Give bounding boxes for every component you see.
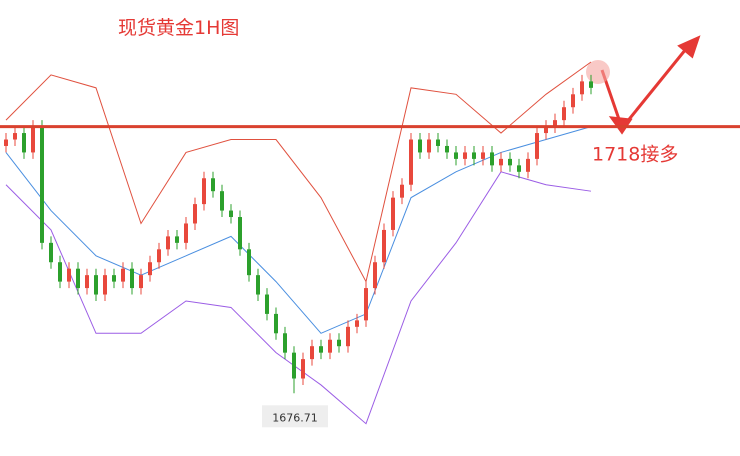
candle-body xyxy=(184,223,188,243)
candle-body xyxy=(364,288,368,321)
candle-body xyxy=(571,94,575,108)
candle-body xyxy=(355,320,359,327)
candle-body xyxy=(229,210,233,218)
chart-title: 现货黄金1H图 xyxy=(118,17,239,39)
candle-body xyxy=(103,275,107,295)
candle-body xyxy=(139,275,143,289)
arrow-head xyxy=(608,116,633,135)
candle-body xyxy=(31,126,35,153)
candle-body xyxy=(76,268,80,289)
candle-body xyxy=(481,152,485,159)
low-label-bg xyxy=(262,405,328,428)
candle-body xyxy=(22,133,26,153)
band-line xyxy=(5,126,592,334)
candle-body xyxy=(463,152,467,159)
candle-body xyxy=(472,152,476,159)
candle-body xyxy=(112,275,116,282)
candle-body xyxy=(328,339,332,353)
candle-body xyxy=(589,81,593,88)
candle-body xyxy=(391,197,395,230)
candle-body xyxy=(301,359,305,379)
candle-body xyxy=(580,81,584,95)
candle-body xyxy=(211,178,215,192)
candle-body xyxy=(85,275,89,289)
candle-body xyxy=(166,236,170,250)
candle-body xyxy=(193,204,197,224)
candle-body xyxy=(157,249,161,263)
candle-body xyxy=(346,326,350,347)
candle-body xyxy=(40,126,44,243)
annotation: 1718接多 xyxy=(592,144,678,166)
candle-body xyxy=(454,152,458,159)
candle-body xyxy=(283,333,287,353)
arrow-head xyxy=(677,35,701,59)
highlight xyxy=(586,60,610,84)
candle-body xyxy=(175,236,179,243)
candle-body xyxy=(418,139,422,153)
candle-body xyxy=(67,268,71,282)
candle-body xyxy=(265,294,269,314)
annotation-arrow xyxy=(600,35,701,135)
candle-body xyxy=(238,217,242,250)
candle-body xyxy=(274,313,278,334)
candle-body xyxy=(94,275,98,295)
candle-body xyxy=(499,158,503,166)
candle-body xyxy=(544,126,548,134)
candle-body xyxy=(4,139,8,146)
band-line xyxy=(5,61,592,284)
candle-body xyxy=(445,145,449,153)
candle-body xyxy=(49,242,53,263)
low-label: 1676.71 xyxy=(272,411,318,424)
candle-body xyxy=(382,229,386,263)
candle-body xyxy=(490,152,494,166)
candle-body xyxy=(58,262,62,282)
candle-body xyxy=(526,158,530,172)
candle-body xyxy=(220,191,224,211)
candle-body xyxy=(256,275,260,295)
candle-body xyxy=(121,268,125,282)
candle-body xyxy=(400,184,404,198)
candle-body xyxy=(337,339,341,347)
band-line xyxy=(5,171,592,425)
candle-body xyxy=(247,249,251,276)
candle-body xyxy=(292,352,296,379)
candle-body xyxy=(310,346,314,360)
candle-body xyxy=(130,268,134,289)
candle-body xyxy=(535,133,539,159)
candle-body xyxy=(373,262,377,289)
candle-body xyxy=(427,139,431,153)
candle-body xyxy=(409,139,413,185)
candle-body xyxy=(436,139,440,146)
candle-body xyxy=(148,262,152,276)
candle-body xyxy=(202,178,206,205)
candle-body xyxy=(319,346,323,353)
candle-body xyxy=(517,165,521,172)
arrow-path xyxy=(600,43,692,132)
candle-body xyxy=(13,133,17,140)
candle-body xyxy=(508,158,512,166)
candle-body xyxy=(553,120,557,127)
candle-body xyxy=(562,107,566,121)
